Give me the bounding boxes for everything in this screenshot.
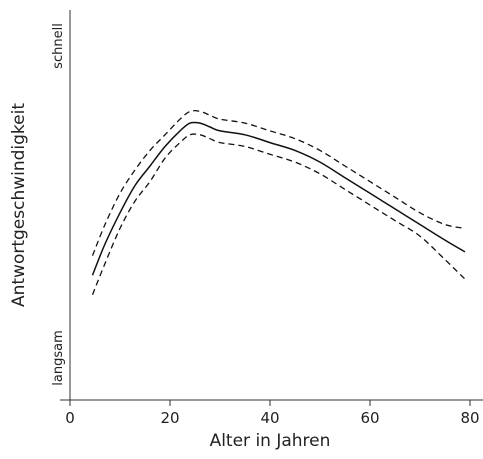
series-line-confidence-2 [91,133,466,295]
x-tick-label: 20 [160,409,179,427]
x-tick-label: 60 [360,409,379,427]
axes [60,10,483,401]
y-axis-bottom-label: langsam [51,330,66,385]
y-axis-title: Antwortgeschwindigkeit [9,103,29,307]
x-ticks: 0 20 40 60 80 [65,400,480,427]
series-lines [91,109,466,295]
series-line-confidence-1 [91,109,466,256]
axis-labels: Alter in Jahren Antwortgeschwindigkeit s… [9,23,330,451]
x-tick-label: 80 [460,409,479,427]
x-tick-label: 40 [260,409,279,427]
x-tick-label: 0 [65,409,75,427]
series-line-mean [91,121,466,276]
x-axis-title: Alter in Jahren [210,431,331,451]
y-axis-top-label: schnell [51,23,66,69]
